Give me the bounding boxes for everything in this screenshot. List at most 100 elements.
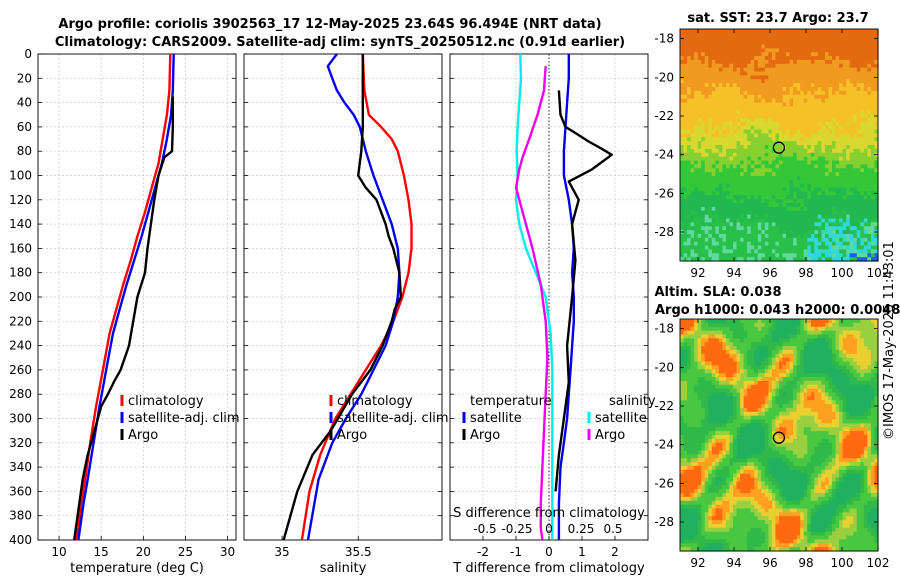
heatmap-cell [761, 145, 766, 150]
heatmap-cell [715, 121, 720, 127]
heatmap-cell [828, 226, 833, 231]
heatmap-cell [711, 493, 716, 498]
heatmap-cell [736, 435, 741, 440]
heatmap-cell [870, 203, 876, 208]
heatmap-cell [697, 110, 702, 115]
heatmap-cell [782, 83, 787, 88]
heatmap-cell [722, 245, 727, 250]
heatmap-cell [733, 233, 738, 239]
heatmap-cell [754, 373, 759, 378]
heatmap-cell [786, 79, 791, 84]
heatmap-cell [835, 195, 840, 200]
heatmap-cell [874, 121, 879, 127]
heatmap-cell [711, 87, 716, 92]
heatmap-cell [807, 56, 812, 61]
y-tick-label: 240 [9, 339, 32, 353]
heatmap-cell [708, 326, 713, 332]
heatmap-cell [711, 330, 716, 336]
heatmap-cell [708, 121, 713, 127]
heatmap-cell [761, 117, 766, 123]
heatmap-cell [800, 257, 805, 262]
heatmap-cell [747, 52, 752, 57]
heatmap-cell [722, 338, 727, 343]
heatmap-cell [754, 71, 759, 76]
heatmap-cell [740, 160, 745, 165]
heatmap-cell [771, 36, 777, 42]
heatmap-cell [690, 63, 695, 69]
heatmap-cell [807, 249, 812, 254]
heatmap-cell [764, 75, 769, 80]
heatmap-cell [817, 203, 823, 208]
heatmap-cell [725, 496, 731, 502]
heatmap-cell [747, 531, 752, 537]
heatmap-cell [824, 199, 830, 204]
heatmap-cell [846, 129, 851, 134]
heatmap-cell [814, 203, 819, 208]
heatmap-cell [800, 226, 805, 231]
heatmap-cell [704, 493, 709, 498]
heatmap-cell [701, 172, 706, 177]
heatmap-cell [839, 152, 844, 158]
heatmap-cell [687, 384, 692, 390]
heatmap-cell [810, 199, 815, 204]
heatmap-cell [835, 83, 840, 88]
heatmap-cell [704, 427, 709, 432]
heatmap-cell [725, 210, 731, 216]
heatmap-cell [779, 106, 784, 111]
heatmap-cell [694, 214, 699, 220]
heatmap-cell [842, 218, 847, 223]
heatmap-cell [800, 117, 805, 123]
heatmap-cell [768, 102, 773, 107]
s-tick-label: -0.5 [473, 522, 496, 536]
heatmap-cell [740, 164, 745, 169]
heatmap-cell [747, 435, 752, 440]
heatmap-cell [846, 226, 851, 231]
heatmap-cell [750, 249, 755, 254]
heatmap-cell [701, 465, 706, 471]
heatmap-cell [704, 535, 709, 540]
heatmap-cell [694, 94, 699, 100]
heatmap-cell [687, 230, 692, 235]
heatmap-cell [870, 44, 876, 49]
heatmap-cell [789, 59, 794, 65]
heatmap-cell [711, 218, 716, 223]
heatmap-cell [750, 172, 755, 177]
heatmap-cell [870, 40, 876, 46]
heatmap-cell [701, 83, 706, 88]
heatmap-cell [715, 253, 720, 258]
heatmap-cell [718, 508, 724, 513]
heatmap-cell [835, 52, 840, 57]
heatmap-cell [803, 172, 808, 177]
heatmap-cell [680, 164, 685, 169]
heatmap-cell [729, 230, 734, 235]
heatmap-cell [743, 253, 748, 258]
heatmap-cell [807, 253, 812, 258]
heatmap-cell [870, 222, 876, 227]
heatmap-cell [701, 489, 706, 494]
heatmap-cell [750, 489, 755, 494]
heatmap-cell [863, 210, 868, 216]
heatmap-cell [810, 179, 815, 185]
heatmap-cell [729, 342, 734, 347]
heatmap-cell [729, 218, 734, 223]
heatmap-cell [743, 195, 748, 200]
heatmap-cell [690, 527, 695, 533]
heatmap-cell [814, 36, 819, 42]
heatmap-cell [839, 164, 844, 169]
heatmap-cell [711, 83, 716, 88]
heatmap-cell [782, 56, 787, 61]
heatmap-cell [733, 121, 738, 127]
heatmap-cell [782, 199, 787, 204]
heatmap-cell [736, 458, 741, 463]
heatmap-cell [680, 330, 685, 336]
heatmap-cell [874, 129, 879, 134]
heatmap-cell [824, 233, 830, 239]
heatmap-cell [832, 90, 837, 96]
heatmap-cell [807, 218, 812, 223]
heatmap-cell [867, 195, 872, 200]
heatmap-cell [835, 237, 840, 243]
heatmap-cell [708, 500, 713, 506]
heatmap-cell [740, 230, 745, 235]
heatmap-cell [803, 175, 808, 181]
heatmap-cell [740, 543, 745, 548]
